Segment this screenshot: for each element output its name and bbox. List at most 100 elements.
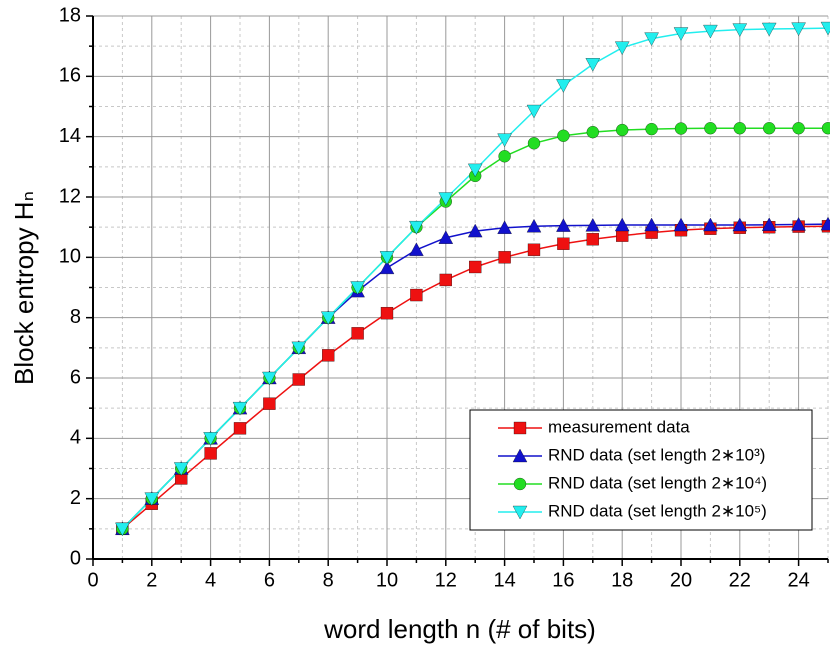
- marker: [645, 122, 658, 136]
- marker: [674, 122, 688, 135]
- legend-label: RND data (set length 2∗10⁵): [548, 501, 767, 520]
- marker: [820, 216, 830, 231]
- marker: [556, 79, 571, 93]
- marker: [526, 104, 542, 119]
- marker: [527, 137, 541, 150]
- marker: [703, 217, 718, 232]
- marker: [320, 311, 336, 325]
- y-tick-label: 2: [70, 487, 81, 509]
- marker: [232, 402, 248, 416]
- y-tick-label: 0: [70, 547, 81, 569]
- marker: [644, 217, 659, 232]
- y-tick-label: 16: [59, 65, 81, 87]
- marker: [526, 218, 542, 233]
- marker: [673, 27, 689, 41]
- marker: [761, 217, 777, 231]
- marker: [616, 123, 629, 137]
- x-tick-label: 8: [323, 569, 334, 591]
- marker: [409, 221, 424, 235]
- marker: [673, 217, 689, 232]
- marker: [263, 397, 276, 410]
- marker: [409, 242, 424, 256]
- marker: [203, 432, 218, 446]
- marker: [322, 349, 335, 362]
- marker: [497, 133, 512, 147]
- marker: [820, 21, 830, 36]
- marker: [410, 288, 423, 302]
- marker: [498, 150, 511, 163]
- legend-label: RND data (set length 2∗10³): [548, 445, 765, 464]
- marker: [586, 233, 599, 246]
- marker: [761, 22, 777, 37]
- marker: [585, 218, 601, 232]
- marker: [291, 341, 307, 356]
- marker: [732, 217, 748, 232]
- marker: [763, 122, 776, 135]
- x-tick-label: 4: [205, 569, 216, 591]
- marker: [616, 229, 629, 242]
- marker: [527, 243, 541, 256]
- marker: [438, 192, 454, 206]
- marker: [350, 281, 365, 295]
- x-tick-label: 12: [435, 569, 457, 591]
- marker: [821, 122, 830, 135]
- marker: [513, 421, 527, 435]
- x-tick-label: 16: [552, 569, 574, 591]
- marker: [557, 237, 570, 250]
- marker: [614, 217, 630, 232]
- marker: [557, 129, 570, 142]
- legend-label: RND data (set length 2∗10⁴): [548, 473, 767, 492]
- marker: [733, 122, 746, 135]
- marker: [439, 273, 452, 287]
- marker: [379, 251, 395, 265]
- marker: [292, 373, 305, 386]
- x-tick-label: 10: [376, 569, 398, 591]
- marker: [173, 462, 189, 476]
- marker: [262, 371, 277, 386]
- y-tick-label: 6: [70, 366, 81, 388]
- y-axis-label: Block entropy Hₙ: [9, 191, 39, 385]
- marker: [732, 23, 748, 37]
- x-tick-label: 14: [493, 569, 515, 591]
- legend-label: measurement data: [548, 417, 690, 436]
- marker: [438, 230, 454, 244]
- marker: [644, 32, 659, 46]
- y-tick-label: 10: [59, 246, 81, 268]
- x-tick-label: 20: [670, 569, 692, 591]
- marker: [469, 260, 482, 274]
- legend: measurement data RND data (set length 2∗1…: [469, 409, 813, 531]
- marker: [614, 41, 630, 55]
- marker: [791, 217, 806, 231]
- x-tick-label: 0: [87, 569, 98, 591]
- x-tick-label: 24: [787, 569, 809, 591]
- x-tick-label: 6: [264, 569, 275, 591]
- marker: [379, 260, 395, 275]
- marker: [556, 218, 571, 232]
- y-tick-label: 18: [59, 4, 81, 26]
- x-tick-label: 22: [729, 569, 751, 591]
- marker: [585, 58, 601, 72]
- legend-box: [469, 409, 813, 531]
- y-tick-label: 8: [70, 306, 81, 328]
- marker: [497, 220, 512, 234]
- y-tick-label: 12: [59, 185, 81, 207]
- marker: [204, 447, 217, 460]
- marker: [512, 448, 528, 463]
- marker: [115, 522, 130, 537]
- marker: [380, 306, 394, 320]
- marker: [792, 122, 805, 135]
- marker: [233, 422, 247, 435]
- marker: [498, 251, 511, 264]
- marker: [512, 505, 528, 520]
- marker: [586, 125, 599, 139]
- marker: [513, 477, 527, 491]
- marker: [467, 163, 483, 178]
- marker: [791, 22, 806, 36]
- y-tick-label: 14: [59, 125, 81, 147]
- marker: [144, 492, 160, 506]
- y-tick-label: 4: [70, 427, 81, 449]
- marker: [704, 122, 717, 135]
- x-tick-label: 18: [611, 569, 633, 591]
- x-axis-label: word length n (# of bits): [323, 614, 596, 644]
